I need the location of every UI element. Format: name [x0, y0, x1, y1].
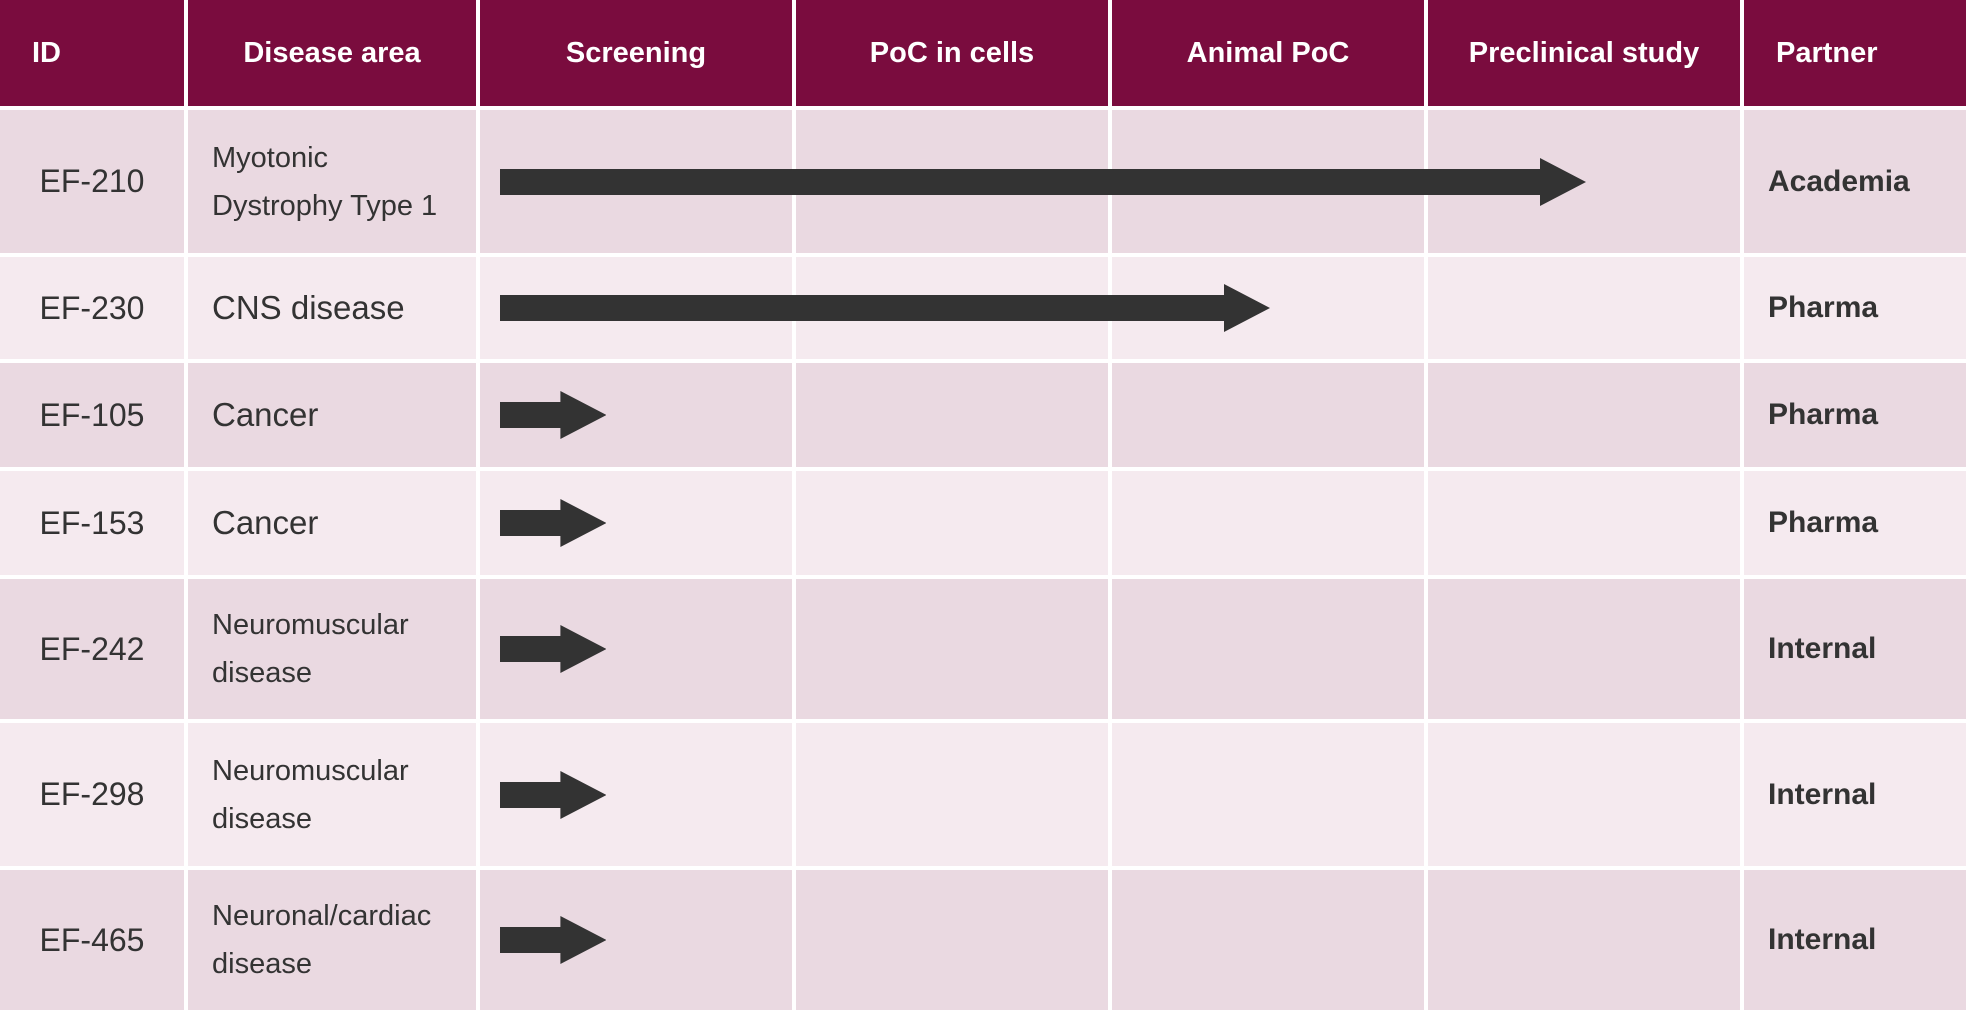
row-id: EF-153 [0, 471, 184, 575]
area-line-2: Dystrophy Type 1 [212, 189, 438, 222]
row-disease-area: Neuromuscular disease [188, 723, 476, 866]
header-poc-in-cells: PoC in cells [796, 0, 1108, 106]
row-partner: Academia [1744, 110, 1966, 253]
row-disease-area: CNS disease [188, 257, 476, 359]
row-id: EF-242 [0, 579, 184, 719]
stage-cell-poc-in-cells [796, 723, 1108, 866]
stage-cell-preclinical-study [1428, 579, 1740, 719]
progress-arrow [500, 625, 607, 673]
stage-cell-poc-in-cells [796, 870, 1108, 1010]
progress-arrow [500, 916, 607, 964]
row-id: EF-230 [0, 257, 184, 359]
stage-cell-preclinical-study [1428, 870, 1740, 1010]
stage-cell-animal-poc [1112, 579, 1424, 719]
row-disease-area: Myotonic Dystrophy Type 1 [188, 110, 476, 253]
area-line-1: CNS disease [212, 289, 405, 326]
progress-arrow [500, 499, 607, 547]
row-disease-area: Cancer [188, 471, 476, 575]
area-line-1: Cancer [212, 396, 319, 433]
row-id: EF-105 [0, 363, 184, 467]
area-line-1: Neuromuscular [212, 609, 409, 641]
stage-cell-poc-in-cells [796, 471, 1108, 575]
area-line-2: disease [212, 657, 312, 689]
progress-arrow [500, 391, 607, 439]
area-line-1: Neuromuscular [212, 754, 409, 787]
area-line-1: Neuronal/cardiac [212, 900, 432, 932]
header-disease-area: Disease area [188, 0, 476, 106]
stage-cell-poc-in-cells [796, 579, 1108, 719]
row-partner: Pharma [1744, 257, 1966, 359]
row-id: EF-298 [0, 723, 184, 866]
progress-arrow [500, 157, 1586, 206]
row-partner: Pharma [1744, 363, 1966, 467]
header-animal-poc: Animal PoC [1112, 0, 1424, 106]
area-line-1: Myotonic [212, 141, 329, 174]
stage-cell-preclinical-study [1428, 257, 1740, 359]
stage-cell-animal-poc [1112, 870, 1424, 1010]
row-partner: Pharma [1744, 471, 1966, 575]
progress-arrow [500, 770, 607, 819]
area-line-1: Cancer [212, 504, 319, 541]
header-partner: Partner [1744, 0, 1966, 106]
row-id: EF-210 [0, 110, 184, 253]
stage-cell-preclinical-study [1428, 363, 1740, 467]
row-partner: Internal [1744, 723, 1966, 866]
row-partner: Internal [1744, 870, 1966, 1010]
header-id: ID [0, 0, 184, 106]
stage-cell-preclinical-study [1428, 471, 1740, 575]
stage-cell-poc-in-cells [796, 363, 1108, 467]
header-preclinical-study: Preclinical study [1428, 0, 1740, 106]
row-disease-area: Cancer [188, 363, 476, 467]
area-line-2: disease [212, 802, 312, 835]
stage-cell-animal-poc [1112, 723, 1424, 866]
row-id: EF-465 [0, 870, 184, 1010]
row-disease-area: Neuronal/cardiac disease [188, 870, 476, 1010]
area-line-2: disease [212, 948, 312, 980]
progress-arrow [500, 284, 1270, 332]
header-screening: Screening [480, 0, 792, 106]
stage-cell-preclinical-study [1428, 723, 1740, 866]
stage-cell-animal-poc [1112, 363, 1424, 467]
row-disease-area: Neuromuscular disease [188, 579, 476, 719]
stage-cell-animal-poc [1112, 471, 1424, 575]
row-partner: Internal [1744, 579, 1966, 719]
